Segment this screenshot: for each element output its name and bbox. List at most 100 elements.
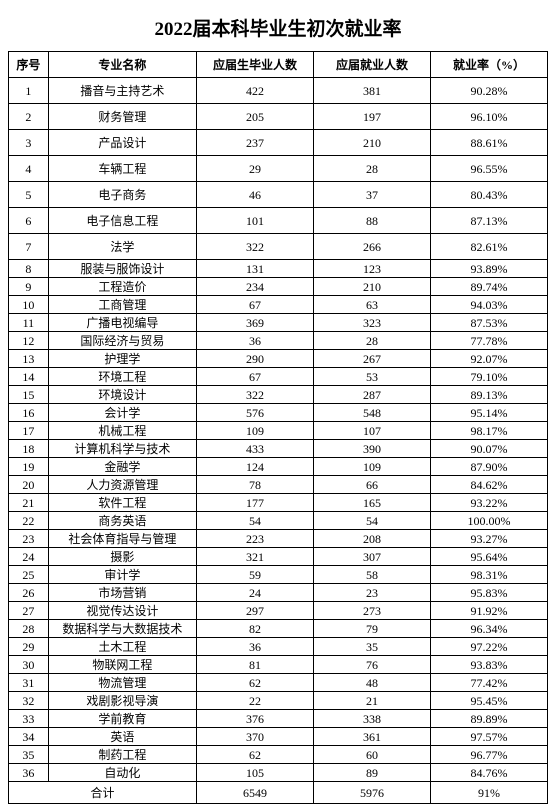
table-row: 18计算机科学与技术43339090.07% (9, 440, 548, 458)
cell-idx: 36 (9, 764, 49, 782)
cell-emp: 123 (314, 260, 431, 278)
cell-emp: 266 (314, 234, 431, 260)
table-row: 35制药工程626096.77% (9, 746, 548, 764)
cell-rate: 95.64% (430, 548, 547, 566)
total-label: 合计 (9, 782, 197, 804)
cell-rate: 77.78% (430, 332, 547, 350)
cell-emp: 381 (314, 78, 431, 104)
cell-grad: 36 (197, 332, 314, 350)
cell-grad: 101 (197, 208, 314, 234)
table-row: 2财务管理20519796.10% (9, 104, 548, 130)
cell-rate: 93.83% (430, 656, 547, 674)
cell-emp: 109 (314, 458, 431, 476)
table-row: 8服装与服饰设计13112393.89% (9, 260, 548, 278)
cell-idx: 31 (9, 674, 49, 692)
table-row: 17机械工程10910798.17% (9, 422, 548, 440)
cell-grad: 78 (197, 476, 314, 494)
total-grad: 6549 (197, 782, 314, 804)
table-row: 33学前教育37633889.89% (9, 710, 548, 728)
cell-idx: 2 (9, 104, 49, 130)
cell-grad: 59 (197, 566, 314, 584)
cell-rate: 80.43% (430, 182, 547, 208)
cell-emp: 548 (314, 404, 431, 422)
cell-idx: 19 (9, 458, 49, 476)
table-row: 36自动化1058984.76% (9, 764, 548, 782)
cell-idx: 22 (9, 512, 49, 530)
cell-rate: 92.07% (430, 350, 547, 368)
cell-idx: 21 (9, 494, 49, 512)
table-row: 19金融学12410987.90% (9, 458, 548, 476)
cell-idx: 29 (9, 638, 49, 656)
cell-grad: 376 (197, 710, 314, 728)
cell-rate: 100.00% (430, 512, 547, 530)
cell-grad: 105 (197, 764, 314, 782)
cell-emp: 197 (314, 104, 431, 130)
col-header-employed: 应届就业人数 (314, 52, 431, 78)
table-row: 16会计学57654895.14% (9, 404, 548, 422)
cell-rate: 97.22% (430, 638, 547, 656)
cell-grad: 322 (197, 234, 314, 260)
cell-grad: 36 (197, 638, 314, 656)
cell-emp: 361 (314, 728, 431, 746)
cell-idx: 34 (9, 728, 49, 746)
cell-idx: 9 (9, 278, 49, 296)
cell-rate: 96.55% (430, 156, 547, 182)
cell-idx: 23 (9, 530, 49, 548)
table-row: 24摄影32130795.64% (9, 548, 548, 566)
cell-emp: 21 (314, 692, 431, 710)
cell-grad: 223 (197, 530, 314, 548)
total-rate: 91% (430, 782, 547, 804)
cell-rate: 84.62% (430, 476, 547, 494)
cell-emp: 37 (314, 182, 431, 208)
cell-grad: 67 (197, 368, 314, 386)
table-row: 34英语37036197.57% (9, 728, 548, 746)
cell-rate: 77.42% (430, 674, 547, 692)
cell-rate: 96.77% (430, 746, 547, 764)
table-row: 25审计学595898.31% (9, 566, 548, 584)
cell-rate: 96.10% (430, 104, 547, 130)
cell-name: 国际经济与贸易 (48, 332, 196, 350)
cell-grad: 370 (197, 728, 314, 746)
cell-rate: 98.17% (430, 422, 547, 440)
cell-name: 戏剧影视导演 (48, 692, 196, 710)
table-row: 4车辆工程292896.55% (9, 156, 548, 182)
cell-emp: 54 (314, 512, 431, 530)
col-header-rate: 就业率（%） (430, 52, 547, 78)
cell-emp: 210 (314, 278, 431, 296)
cell-idx: 8 (9, 260, 49, 278)
cell-rate: 84.76% (430, 764, 547, 782)
table-row: 3产品设计23721088.61% (9, 130, 548, 156)
cell-emp: 89 (314, 764, 431, 782)
cell-name: 社会体育指导与管理 (48, 530, 196, 548)
cell-name: 电子商务 (48, 182, 196, 208)
cell-idx: 32 (9, 692, 49, 710)
table-row: 32戏剧影视导演222195.45% (9, 692, 548, 710)
cell-rate: 87.90% (430, 458, 547, 476)
cell-rate: 90.07% (430, 440, 547, 458)
cell-idx: 24 (9, 548, 49, 566)
cell-grad: 54 (197, 512, 314, 530)
cell-idx: 11 (9, 314, 49, 332)
cell-rate: 89.13% (430, 386, 547, 404)
total-emp: 5976 (314, 782, 431, 804)
cell-grad: 433 (197, 440, 314, 458)
cell-grad: 109 (197, 422, 314, 440)
cell-grad: 29 (197, 156, 314, 182)
cell-idx: 3 (9, 130, 49, 156)
cell-emp: 307 (314, 548, 431, 566)
cell-rate: 98.31% (430, 566, 547, 584)
cell-name: 自动化 (48, 764, 196, 782)
cell-emp: 60 (314, 746, 431, 764)
cell-name: 摄影 (48, 548, 196, 566)
cell-rate: 87.13% (430, 208, 547, 234)
cell-rate: 96.34% (430, 620, 547, 638)
cell-name: 视觉传达设计 (48, 602, 196, 620)
table-row: 13护理学29026792.07% (9, 350, 548, 368)
table-row: 31物流管理624877.42% (9, 674, 548, 692)
cell-name: 广播电视编导 (48, 314, 196, 332)
cell-grad: 62 (197, 674, 314, 692)
cell-name: 机械工程 (48, 422, 196, 440)
col-header-index: 序号 (9, 52, 49, 78)
cell-idx: 27 (9, 602, 49, 620)
cell-name: 学前教育 (48, 710, 196, 728)
